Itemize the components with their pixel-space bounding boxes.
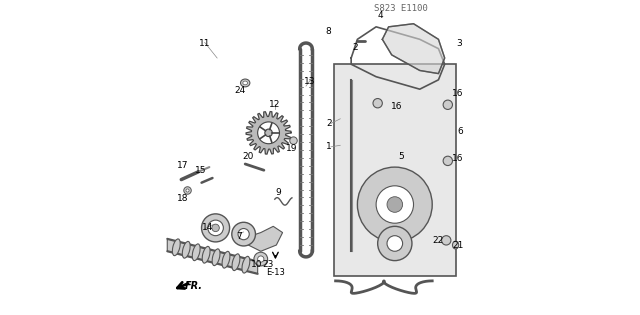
Circle shape: [208, 220, 223, 236]
Ellipse shape: [202, 246, 210, 263]
Text: 20: 20: [242, 152, 253, 161]
Text: 22: 22: [433, 236, 444, 245]
Text: 16: 16: [390, 102, 402, 111]
Text: 5: 5: [398, 152, 404, 161]
Text: 2: 2: [353, 43, 358, 52]
Circle shape: [202, 214, 230, 242]
Text: 18: 18: [177, 194, 189, 203]
Text: 4: 4: [378, 11, 383, 20]
Ellipse shape: [232, 254, 240, 271]
Polygon shape: [246, 112, 291, 154]
Text: 2: 2: [326, 119, 332, 128]
Text: 15: 15: [195, 166, 207, 175]
Circle shape: [258, 256, 264, 262]
Circle shape: [387, 236, 403, 251]
Circle shape: [373, 99, 382, 108]
Text: 12: 12: [269, 100, 280, 109]
Circle shape: [258, 122, 280, 144]
Text: 3: 3: [457, 39, 463, 49]
Ellipse shape: [212, 249, 220, 266]
Circle shape: [184, 187, 191, 194]
Text: 8: 8: [325, 27, 331, 36]
Text: 7: 7: [236, 232, 242, 241]
Ellipse shape: [452, 241, 459, 249]
Text: 19: 19: [285, 144, 297, 153]
Polygon shape: [382, 24, 445, 74]
Text: 21: 21: [452, 241, 463, 249]
Text: S823 E1100: S823 E1100: [374, 4, 428, 13]
Circle shape: [443, 100, 452, 109]
Circle shape: [378, 226, 412, 261]
Circle shape: [290, 137, 297, 144]
Text: 9: 9: [275, 187, 281, 197]
Text: 23: 23: [262, 260, 274, 269]
Text: E-13: E-13: [266, 268, 285, 278]
Ellipse shape: [241, 79, 250, 87]
Ellipse shape: [192, 244, 200, 261]
Ellipse shape: [222, 251, 230, 268]
Circle shape: [238, 228, 249, 240]
Text: FR.: FR.: [184, 281, 202, 291]
Text: 14: 14: [202, 223, 214, 232]
Circle shape: [357, 167, 432, 242]
Circle shape: [265, 129, 272, 137]
Text: 24: 24: [235, 86, 246, 95]
Text: 17: 17: [177, 161, 188, 170]
Circle shape: [376, 186, 413, 223]
Circle shape: [186, 189, 189, 192]
Text: 16: 16: [452, 154, 463, 163]
Ellipse shape: [172, 239, 180, 256]
Polygon shape: [248, 226, 283, 251]
Text: 11: 11: [199, 39, 211, 49]
Circle shape: [212, 224, 220, 232]
Text: 1: 1: [326, 142, 332, 151]
Text: 16: 16: [452, 89, 463, 98]
Ellipse shape: [182, 241, 190, 258]
Text: 10: 10: [252, 260, 263, 269]
Polygon shape: [334, 64, 456, 276]
Circle shape: [254, 252, 268, 266]
Circle shape: [443, 156, 452, 166]
Ellipse shape: [243, 81, 248, 85]
Text: 6: 6: [458, 127, 463, 136]
Polygon shape: [167, 239, 258, 273]
Circle shape: [442, 236, 451, 245]
Circle shape: [387, 197, 403, 212]
Ellipse shape: [242, 256, 250, 273]
Circle shape: [232, 222, 255, 246]
Text: 13: 13: [304, 77, 316, 86]
